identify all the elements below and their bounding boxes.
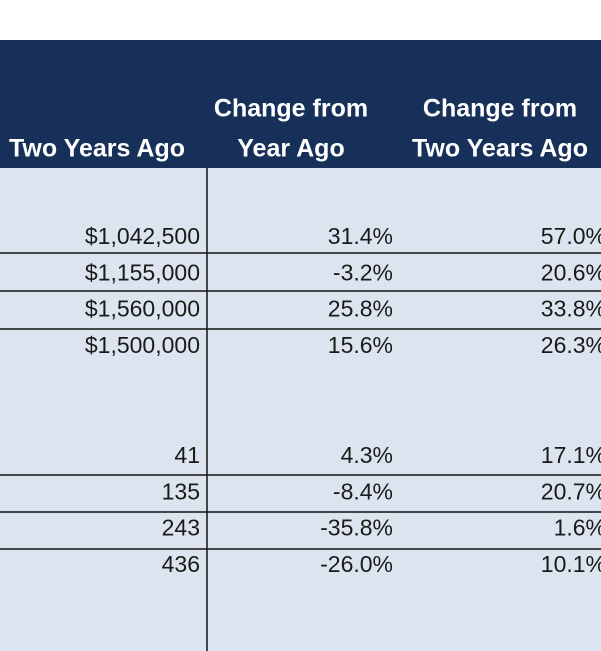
cell: 436 xyxy=(162,551,200,577)
column-header: Two Years Ago xyxy=(412,135,588,163)
cell: 26.3% xyxy=(541,332,601,358)
cell: 41 xyxy=(174,442,200,468)
body-band xyxy=(0,168,601,651)
column-header: Year Ago xyxy=(237,135,344,163)
cell: $1,500,000 xyxy=(85,332,200,358)
cell: 33.8% xyxy=(541,296,601,322)
cell: $1,560,000 xyxy=(85,296,200,322)
cell: 20.7% xyxy=(541,478,601,504)
cell: 57.0% xyxy=(541,223,601,249)
header-band xyxy=(0,40,601,168)
cell: -3.2% xyxy=(333,259,393,285)
cell: $1,042,500 xyxy=(85,223,200,249)
cell: 31.4% xyxy=(328,223,393,249)
cell: -35.8% xyxy=(320,515,393,541)
column-header: Change from xyxy=(423,95,577,123)
cell: 10.1% xyxy=(541,551,601,577)
cell: 1.6% xyxy=(554,515,601,541)
cell: 15.6% xyxy=(328,332,393,358)
cell: 20.6% xyxy=(541,259,601,285)
cell: 17.1% xyxy=(541,442,601,468)
column-header: Two Years Ago xyxy=(9,135,185,163)
cell: -8.4% xyxy=(333,478,393,504)
cell: -26.0% xyxy=(320,551,393,577)
cell: 243 xyxy=(162,515,200,541)
column-header: Change from xyxy=(214,95,368,123)
cell: $1,155,000 xyxy=(85,259,200,285)
cell: 135 xyxy=(162,478,200,504)
cell: 4.3% xyxy=(341,442,393,468)
cell: 25.8% xyxy=(328,296,393,322)
